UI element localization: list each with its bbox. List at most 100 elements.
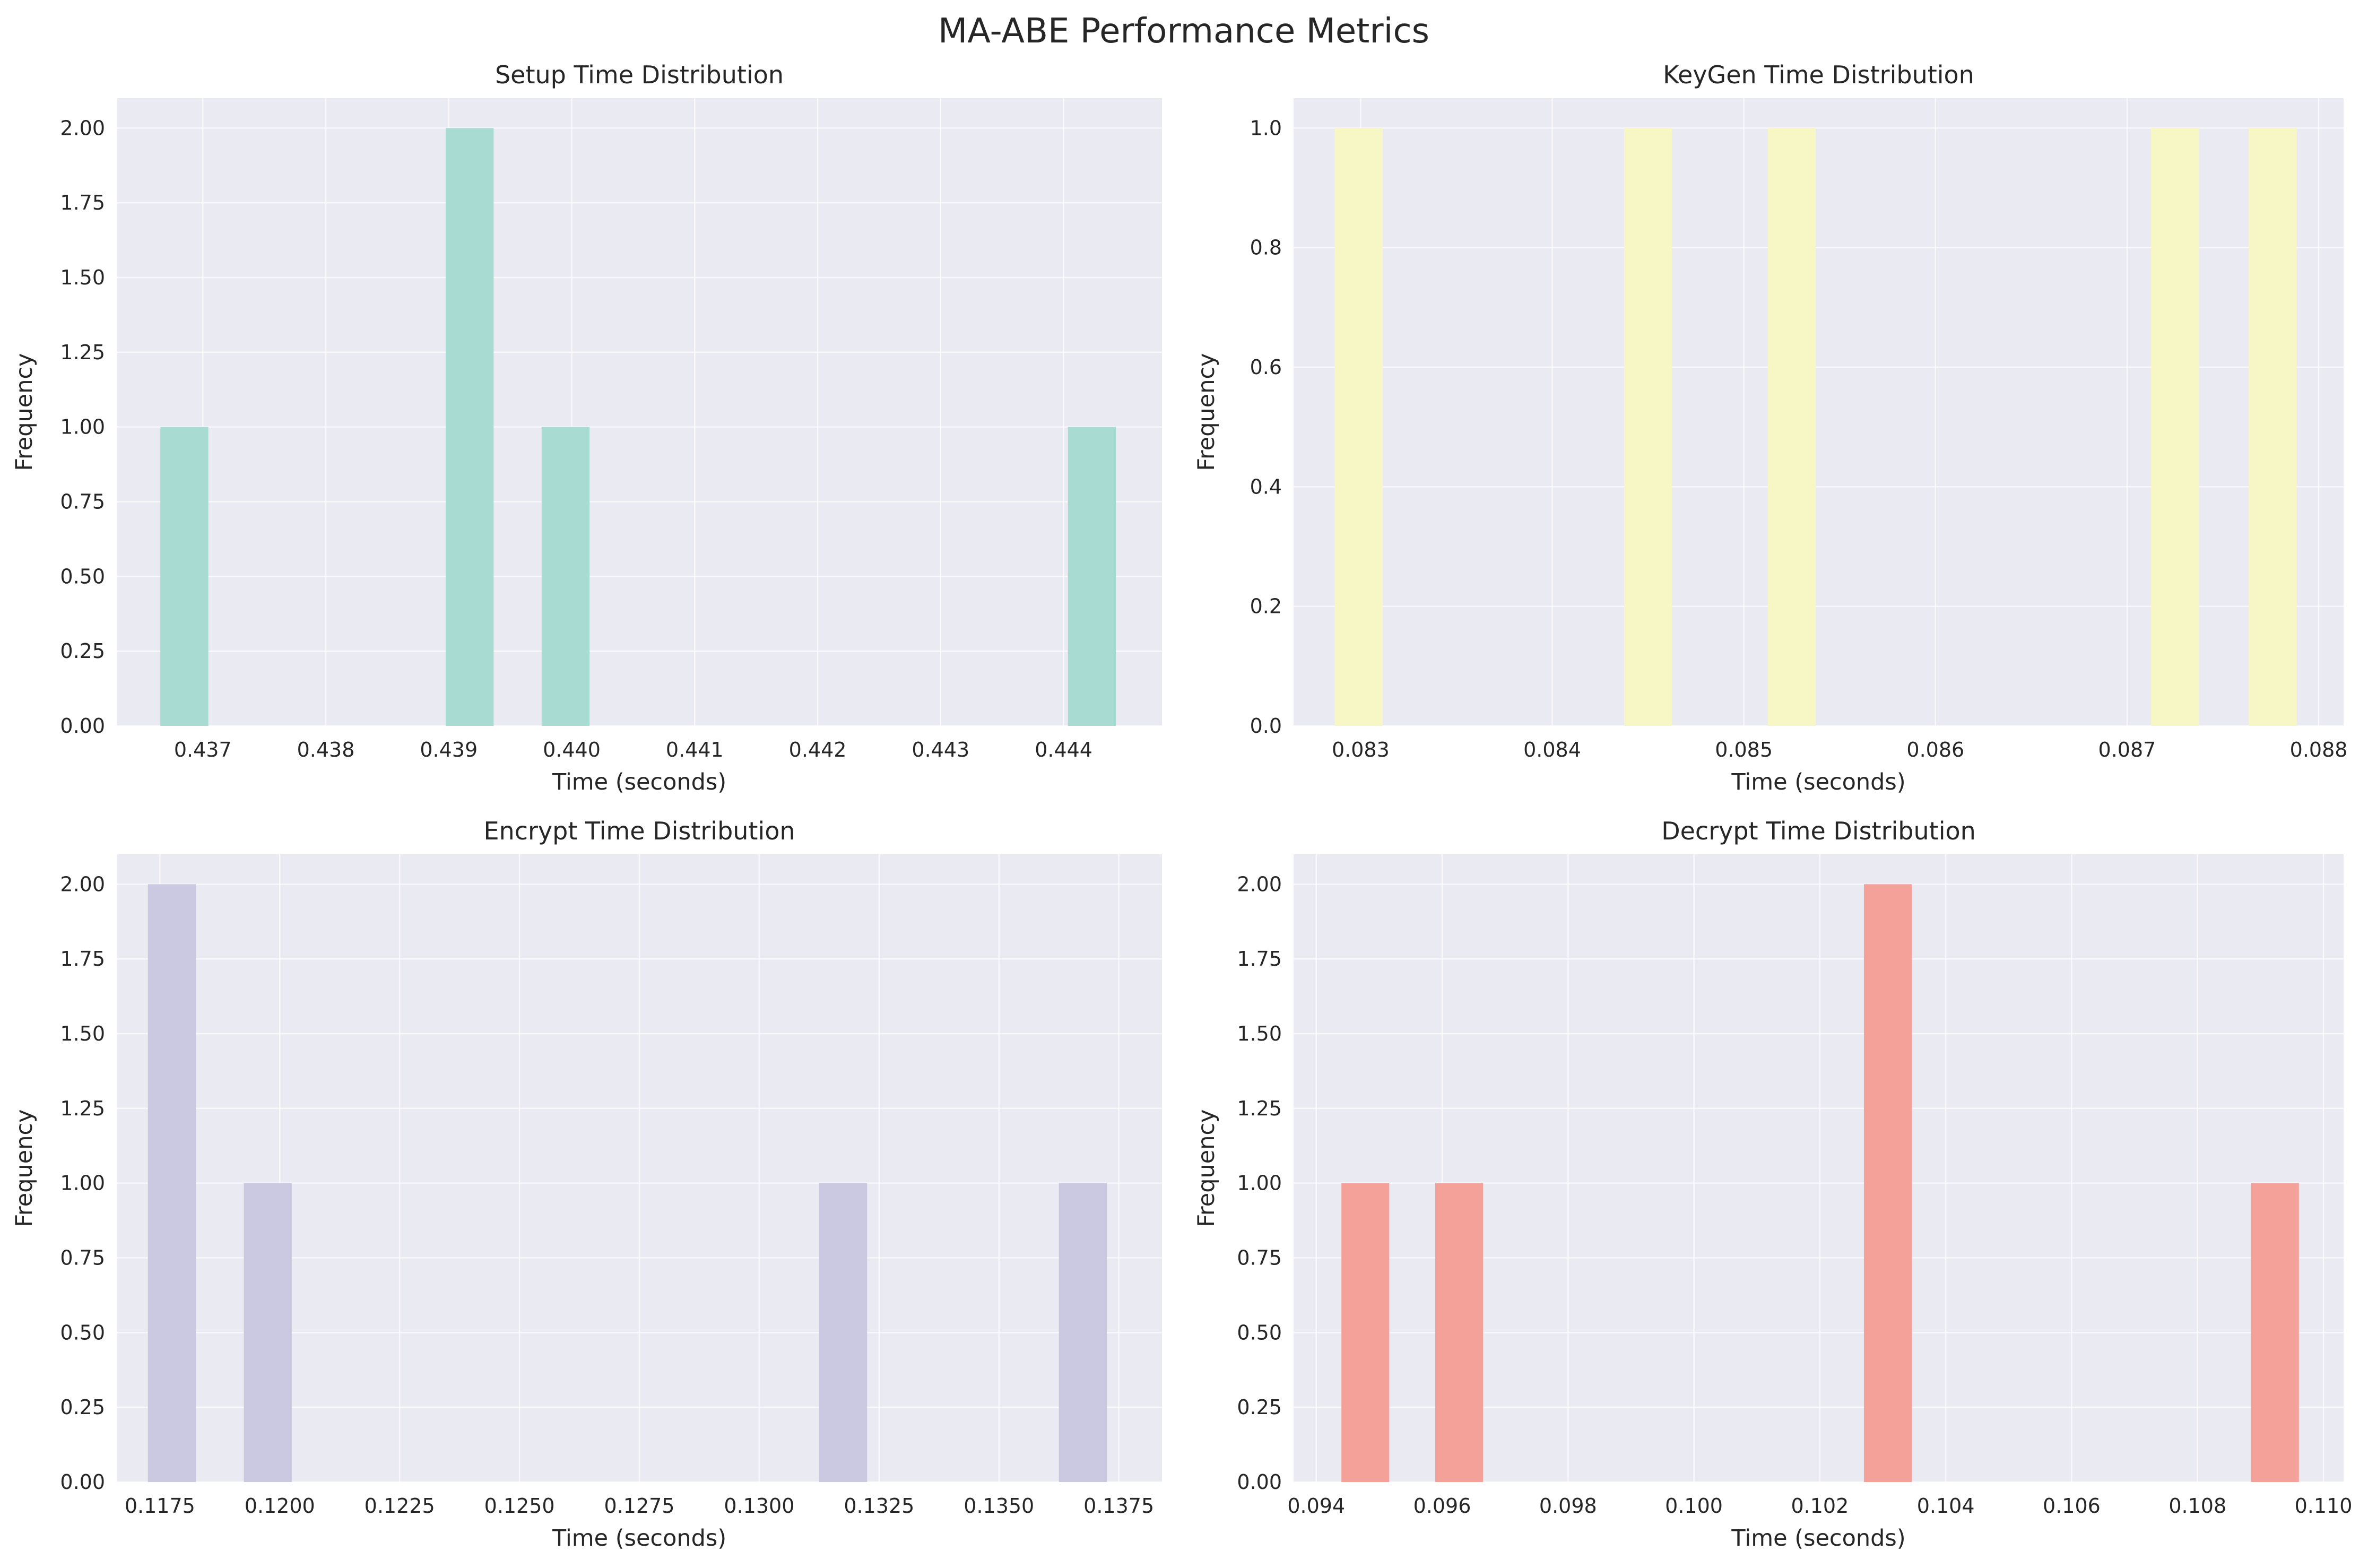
y-tick-label: 1.25 (1237, 1097, 1282, 1120)
y-tick-label: 0.00 (60, 714, 105, 738)
x-tick-label: 0.094 (1287, 1494, 1345, 1518)
x-tick-label: 0.441 (666, 738, 724, 761)
y-tick-label: 1.50 (60, 266, 105, 289)
panel-title-decrypt: Decrypt Time Distribution (1661, 817, 1976, 845)
x-tick-label: 0.439 (420, 738, 478, 761)
x-tick-label: 0.085 (1715, 738, 1773, 761)
y-tick-label: 1.50 (60, 1022, 105, 1045)
panel-decrypt: 0.094 0.096 0.098 0.100 0.102 0.104 0.106 0.108… (1193, 817, 2352, 1552)
x-tick-label: 0.083 (1332, 738, 1390, 761)
histogram-bar (1334, 128, 1383, 726)
x-tick-label: 0.096 (1413, 1494, 1471, 1518)
y-tick-label: 1.50 (1237, 1022, 1282, 1045)
y-tick-label: 1.25 (60, 1097, 105, 1120)
x-tick-label: 0.084 (1523, 738, 1581, 761)
x-tick-label: 0.088 (2290, 738, 2348, 761)
x-tick-label: 0.087 (2098, 738, 2156, 761)
x-axis-label: Time (seconds) (1731, 769, 1905, 795)
x-tick-label: 0.1350 (964, 1494, 1034, 1518)
histogram-bar (1435, 1183, 1484, 1482)
plot-area-setup (117, 98, 1162, 726)
y-tick-label: 2.00 (60, 872, 105, 896)
x-tick-label: 0.1225 (365, 1494, 435, 1518)
y-tick-label: 1.0 (1250, 116, 1282, 140)
histogram-bar (819, 1183, 868, 1482)
figure-title: MA-ABE Performance Metrics (938, 12, 1429, 51)
x-tick-label: 0.444 (1035, 738, 1092, 761)
panel-encrypt: 0.1175 0.1200 0.1225 0.1250 0.1275 0.1300 0.13… (11, 817, 1162, 1552)
x-tick-label: 0.102 (1791, 1494, 1849, 1518)
x-tick-label: 0.438 (297, 738, 355, 761)
x-tick-label: 0.437 (174, 738, 232, 761)
histogram-bar (244, 1183, 292, 1482)
x-tick-label: 0.1175 (125, 1494, 195, 1518)
x-tick-label: 0.1200 (245, 1494, 315, 1518)
y-tick-label: 1.75 (60, 947, 105, 971)
y-tick-label: 0.50 (60, 1321, 105, 1344)
y-tick-label: 0.75 (1237, 1246, 1282, 1270)
histogram-bar (1624, 128, 1672, 726)
histogram-bar (1863, 884, 1912, 1482)
histogram-bar (2249, 128, 2297, 726)
y-tick-label: 0.25 (60, 1396, 105, 1419)
x-tick-label: 0.098 (1539, 1494, 1597, 1518)
y-axis-label: Frequency (11, 1109, 38, 1227)
histogram-bar (1059, 1183, 1107, 1482)
x-tick-label: 0.1275 (604, 1494, 675, 1518)
histogram-bar (1068, 427, 1116, 726)
y-tick-label: 0.75 (60, 1246, 105, 1270)
y-tick-label: 0.50 (60, 565, 105, 588)
panel-title-setup: Setup Time Distribution (495, 60, 784, 89)
y-tick-label: 0.25 (60, 639, 105, 663)
y-tick-label: 0.50 (1237, 1321, 1282, 1344)
y-tick-label: 0.25 (1237, 1396, 1282, 1419)
x-tick-label: 0.108 (2169, 1494, 2226, 1518)
x-tick-label: 0.104 (1917, 1494, 1975, 1518)
x-tick-label: 0.1300 (724, 1494, 794, 1518)
histogram-bar (1767, 128, 1816, 726)
histogram-bar (2151, 128, 2199, 726)
x-tick-label: 0.1250 (484, 1494, 555, 1518)
panel-title-encrypt: Encrypt Time Distribution (483, 817, 795, 845)
histogram-bar (445, 128, 494, 726)
y-tick-label: 0.6 (1250, 356, 1282, 379)
y-tick-label: 2.00 (60, 116, 105, 140)
histogram-bar (2251, 1183, 2299, 1482)
x-tick-label: 0.442 (789, 738, 847, 761)
y-axis-label: Frequency (1193, 1109, 1220, 1227)
y-tick-label: 2.00 (1237, 872, 1282, 896)
x-tick-label: 0.100 (1665, 1494, 1723, 1518)
x-tick-label: 0.443 (912, 738, 969, 761)
x-tick-label: 0.440 (543, 738, 601, 761)
histogram-bar (160, 427, 209, 726)
histogram-bar (541, 427, 590, 726)
y-tick-label: 0.0 (1250, 714, 1282, 738)
x-tick-label: 0.1325 (844, 1494, 914, 1518)
y-tick-label: 0.8 (1250, 236, 1282, 259)
histogram-bar (1341, 1183, 1390, 1482)
y-axis-label: Frequency (11, 353, 38, 471)
x-tick-label: 0.106 (2043, 1494, 2101, 1518)
y-tick-label: 1.00 (60, 415, 105, 439)
y-tick-label: 0.2 (1250, 595, 1282, 618)
panel-keygen: 0.083 0.084 0.085 0.086 0.087 0.088 0.0 0.2 0.4 0… (1193, 60, 2347, 795)
panel-title-keygen: KeyGen Time Distribution (1663, 60, 1974, 89)
y-tick-label: 1.00 (1237, 1172, 1282, 1195)
y-tick-label: 1.75 (60, 191, 105, 214)
y-tick-label: 0.4 (1250, 475, 1282, 498)
x-axis-label: Time (seconds) (1731, 1525, 1905, 1552)
y-axis-label: Frequency (1193, 353, 1220, 471)
x-tick-label: 0.110 (2295, 1494, 2353, 1518)
subplots: 0.437 0.438 0.439 0.440 0.441 0.442 0.443 0.444… (11, 60, 2352, 1552)
x-tick-label: 0.086 (1906, 738, 1964, 761)
y-tick-label: 0.00 (60, 1470, 105, 1494)
histogram-bar (148, 884, 196, 1482)
y-tick-label: 1.75 (1237, 947, 1282, 971)
y-tick-label: 0.75 (60, 490, 105, 514)
x-axis-label: Time (seconds) (552, 1525, 726, 1552)
y-tick-label: 1.25 (60, 341, 105, 364)
y-tick-label: 0.00 (1237, 1470, 1282, 1494)
y-tick-label: 1.00 (60, 1172, 105, 1195)
x-axis-label: Time (seconds) (552, 769, 726, 795)
